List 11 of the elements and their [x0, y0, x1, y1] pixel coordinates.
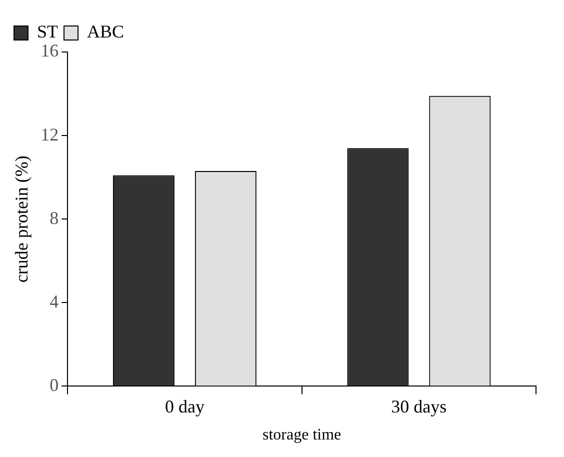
- y-tick-label: 8: [50, 208, 59, 228]
- x-tick-label: 0 day: [164, 396, 204, 417]
- y-tick-label: 16: [40, 40, 59, 61]
- y-axis-title: crude protein (%): [12, 156, 32, 283]
- x-axis-title: storage time: [262, 426, 342, 444]
- legend-label: ST: [37, 22, 58, 42]
- y-tick-label: 0: [50, 374, 59, 395]
- legend-label: ABC: [87, 22, 124, 42]
- y-tick-label: 4: [50, 291, 59, 312]
- y-tick-label: 12: [40, 124, 59, 144]
- x-tick-label: 30 days: [391, 396, 447, 417]
